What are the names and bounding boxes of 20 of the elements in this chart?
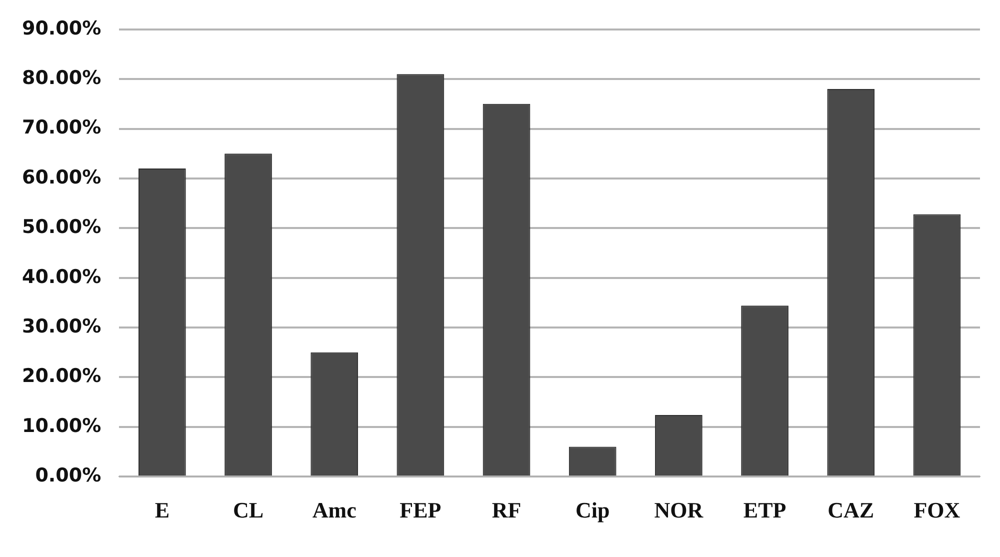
x-tick-label: Cip	[575, 497, 610, 522]
x-tick-label: FOX	[914, 497, 960, 522]
y-tick-label: 80.00%	[22, 67, 102, 90]
x-tick-label: FEP	[400, 497, 442, 522]
y-tick-label: 30.00%	[22, 315, 102, 338]
y-tick-label: 0.00%	[35, 464, 102, 487]
x-tick-label: CAZ	[828, 497, 874, 522]
x-tick-label: RF	[492, 497, 522, 522]
x-tick-label: NOR	[654, 497, 704, 522]
y-tick-label: 90.00%	[22, 17, 102, 40]
x-tick-label: ETP	[743, 497, 786, 522]
y-tick-label: 20.00%	[22, 365, 102, 388]
y-tick-label: 70.00%	[22, 116, 102, 139]
y-tick-label: 60.00%	[22, 166, 102, 188]
y-tick-label: 50.00%	[22, 216, 102, 238]
x-tick-label: E	[154, 497, 170, 522]
y-tick-label: 40.00%	[22, 266, 102, 288]
y-tick-label: 10.00%	[22, 414, 102, 437]
x-tick-label: Amc	[312, 497, 357, 522]
x-tick-label: CL	[232, 497, 264, 522]
